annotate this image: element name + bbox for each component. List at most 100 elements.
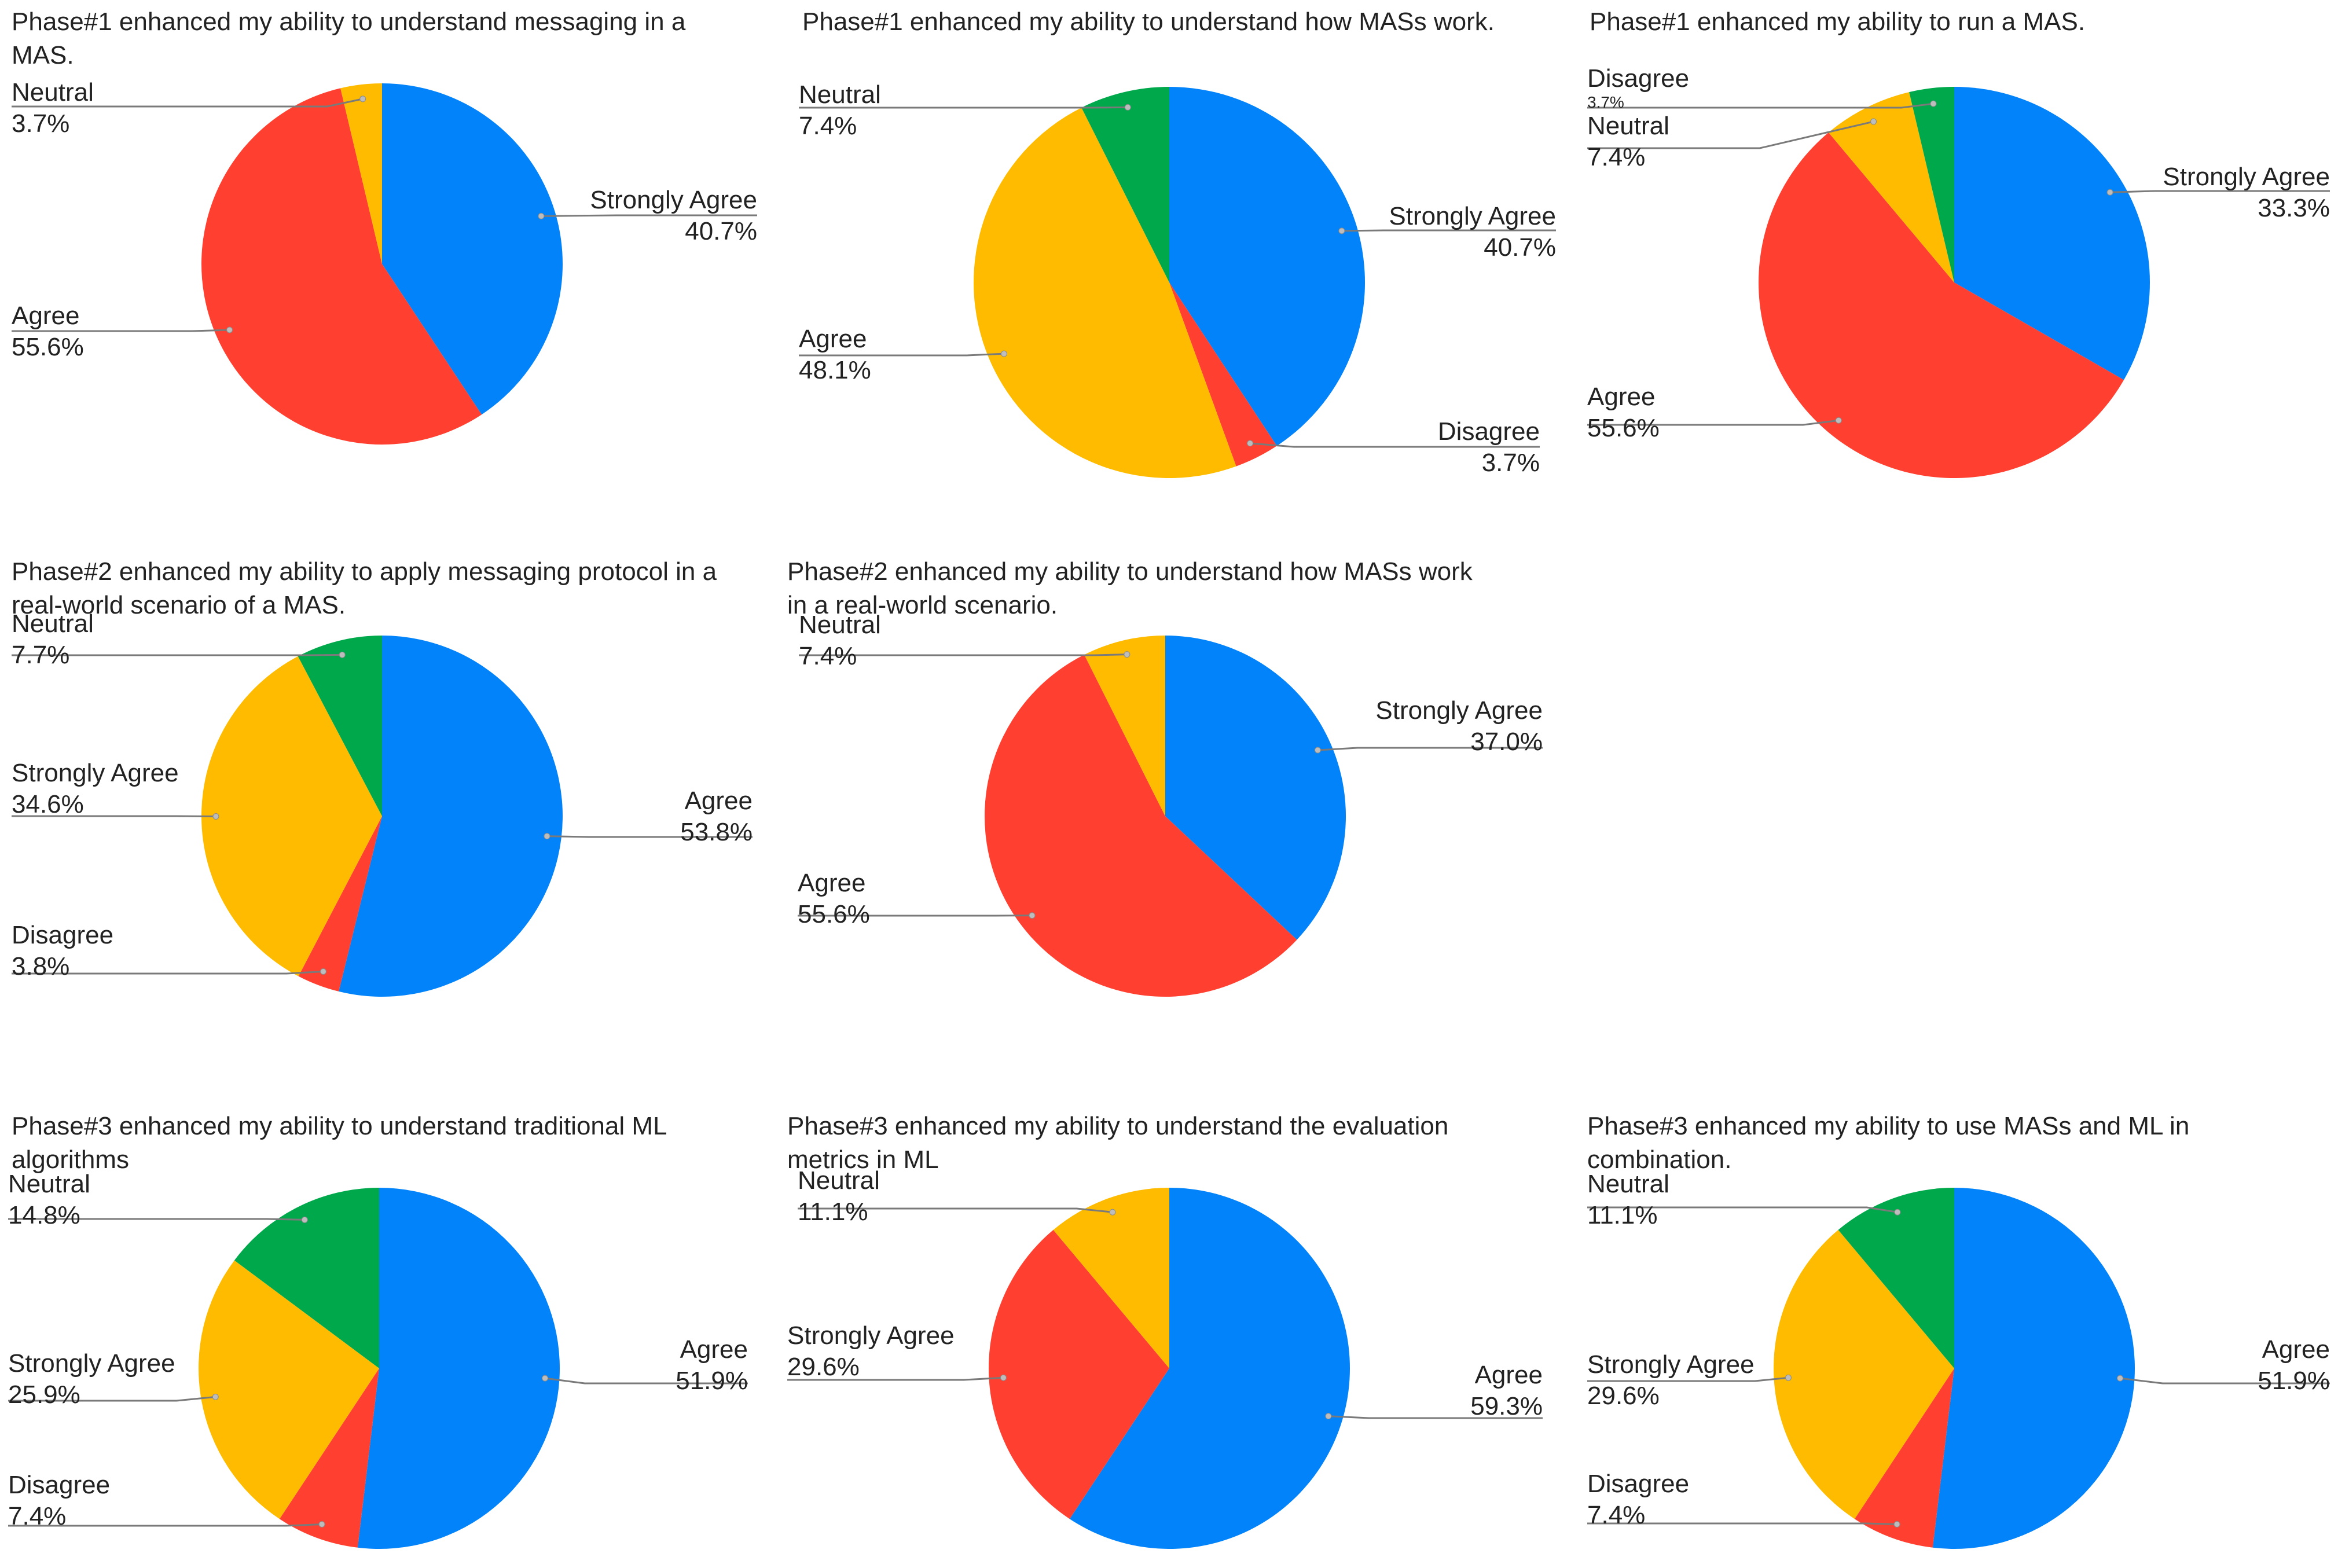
pie-chart-5: Phase#2 enhanced my ability to understan… (787, 557, 1543, 997)
leader-dot-agree (226, 326, 233, 333)
chart-title: Phase#1 enhanced my ability to understan… (802, 8, 1495, 36)
pie-slice-agree (357, 1188, 560, 1549)
pie-slice-neutral (234, 1188, 379, 1368)
slice-percent-neutral: 14.8% (8, 1201, 80, 1229)
slice-percent-strongly-agree: 29.6% (787, 1353, 860, 1381)
slice-percent-neutral: 7.7% (12, 641, 69, 669)
slice-label-agree: Agree (2262, 1335, 2330, 1364)
leader-dot-disagree (318, 1521, 325, 1527)
leader-line-agree (545, 1377, 748, 1385)
leader-line-neutral (8, 1218, 305, 1221)
leader-dot-strongly-agree (1314, 747, 1321, 754)
pie-chart-7: Phase#3 enhanced my ability to understan… (787, 1112, 1543, 1549)
pie-slice-disagree (279, 1368, 379, 1548)
pie-slice-strongly-agree (199, 1260, 379, 1519)
pie-slice-agree (1069, 1188, 1350, 1549)
pie-slice-neutral (1081, 87, 1169, 282)
pie-slice-agree (339, 636, 563, 997)
pie-slice-neutral (1084, 636, 1165, 816)
leader-dot-agree (1835, 417, 1842, 424)
pie-slice-neutral (298, 636, 382, 816)
pie-chart-8: Phase#3 enhanced my ability to use MASs … (1587, 1112, 2330, 1549)
leader-dot-strongly-agree (1000, 1374, 1007, 1381)
slice-label-neutral: Neutral (12, 78, 94, 107)
slice-percent-disagree: 3.7% (1587, 93, 1624, 111)
leader-line-agree (1587, 419, 1839, 426)
slice-percent-disagree: 3.8% (12, 952, 69, 981)
slice-label-agree: Agree (12, 302, 79, 330)
leader-line-agree (12, 329, 230, 332)
slice-label-agree: Agree (680, 1335, 748, 1364)
slice-label-neutral: Neutral (799, 611, 881, 639)
slice-percent-neutral: 7.4% (799, 112, 857, 140)
leader-line-neutral (799, 106, 1128, 109)
chart-title: MAS. (12, 41, 74, 69)
pie-slice-agree (974, 107, 1236, 478)
pie-slice-neutral (340, 83, 382, 264)
slice-label-neutral: Neutral (799, 80, 881, 109)
slice-percent-disagree: 7.4% (1587, 1501, 1645, 1529)
leader-line-neutral (798, 1207, 1113, 1213)
pie-chart-2: Phase#1 enhanced my ability to understan… (799, 8, 1556, 478)
slice-label-strongly-agree: Strongly Agree (12, 759, 179, 787)
leader-dot-neutral (359, 96, 366, 102)
pie-slice-neutral (1053, 1188, 1169, 1368)
pie-slice-strongly-agree (201, 656, 382, 976)
leader-dot-strongly-agree (1785, 1374, 1792, 1381)
slice-percent-strongly-agree: 34.6% (12, 790, 84, 818)
leader-line-strongly-agree (1317, 747, 1543, 751)
leader-dot-agree (2117, 1375, 2124, 1382)
leader-line-neutral (12, 98, 364, 108)
slice-percent-agree: 55.6% (1587, 414, 1660, 442)
leader-line-agree (1328, 1415, 1543, 1419)
pie-slice-neutral (1838, 1188, 1954, 1368)
leader-line-strongly-agree (1341, 229, 1556, 232)
chart-title: Phase#1 enhanced my ability to run a MAS… (1590, 8, 2085, 36)
pie-slice-strongly-agree (1169, 87, 1366, 446)
leader-line-strongly-agree (1587, 1376, 1789, 1382)
leader-line-agree (2120, 1377, 2330, 1385)
slice-percent-agree: 55.6% (798, 900, 870, 928)
leader-line-disagree (12, 970, 324, 975)
chart-title: Phase#3 enhanced my ability to understan… (12, 1112, 667, 1140)
pie-slice-strongly-agree (1954, 87, 2150, 380)
pie-chart-4: Phase#2 enhanced my ability to apply mes… (12, 557, 753, 997)
leader-line-strongly-agree (2110, 190, 2330, 193)
leader-dot-strongly-agree (2106, 189, 2113, 196)
slice-label-neutral: Neutral (12, 609, 94, 638)
pie-chart-3: Phase#1 enhanced my ability to run a MAS… (1587, 8, 2330, 479)
leader-dot-agree (544, 833, 550, 840)
slice-label-agree: Agree (799, 325, 867, 353)
slice-percent-neutral: 3.7% (12, 109, 69, 138)
leader-dot-disagree (320, 968, 326, 975)
chart-title: metrics in ML (787, 1145, 939, 1174)
slice-percent-agree: 51.9% (676, 1367, 748, 1395)
leader-line-agree (546, 835, 753, 838)
leader-dot-agree (542, 1375, 549, 1382)
slice-label-neutral: Neutral (1587, 1170, 1669, 1198)
leader-dot-strongly-agree (212, 813, 219, 820)
slice-label-disagree: Disagree (1587, 64, 1689, 93)
slice-percent-disagree: 3.7% (1482, 449, 1540, 477)
leader-dot-neutral (1870, 118, 1877, 125)
chart-title: Phase#3 enhanced my ability to use MASs … (1587, 1112, 2189, 1140)
pie-slice-disagree (1854, 1368, 1954, 1548)
pie-slice-agree (985, 655, 1297, 997)
leader-dot-neutral (1109, 1209, 1116, 1216)
slice-label-agree: Agree (798, 869, 865, 897)
leader-dot-neutral (1124, 651, 1131, 658)
slice-label-neutral: Neutral (8, 1170, 90, 1198)
pie-slice-disagree (298, 816, 382, 992)
slice-percent-neutral: 7.4% (1587, 143, 1645, 171)
slice-percent-agree: 53.8% (680, 818, 753, 846)
pie-slice-strongly-agree (1774, 1229, 1954, 1519)
chart-title: real-world scenario of a MAS. (12, 591, 346, 619)
slice-percent-disagree: 7.4% (8, 1502, 66, 1530)
pie-slice-agree (1758, 132, 2124, 479)
slice-label-strongly-agree: Strongly Agree (2163, 163, 2330, 191)
slice-label-agree: Agree (685, 787, 753, 815)
pie-chart-6: Phase#3 enhanced my ability to understan… (8, 1112, 748, 1549)
slice-label-disagree: Disagree (8, 1471, 110, 1499)
slice-percent-agree: 48.1% (799, 356, 871, 384)
leader-line-strongly-agree (787, 1376, 1004, 1381)
